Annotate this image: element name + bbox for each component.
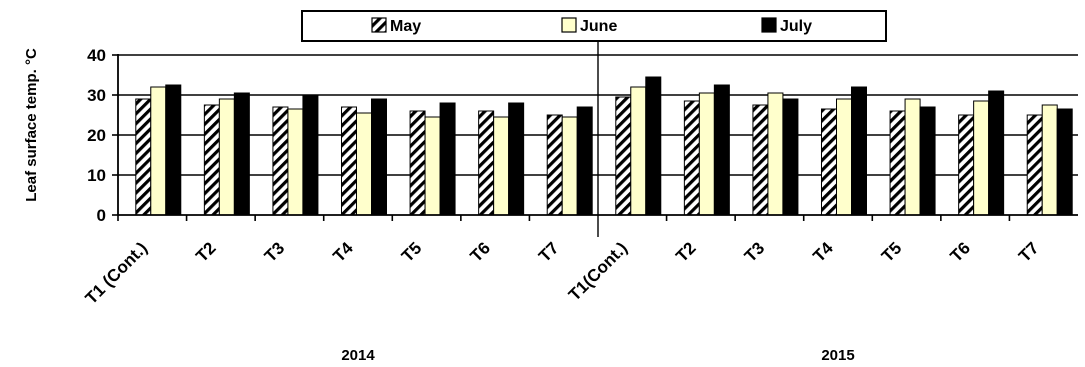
bar-2015-may-6 xyxy=(958,114,975,216)
legend-swatch-june xyxy=(561,17,577,33)
x-tick-label: T6 xyxy=(467,238,494,265)
y-tick-label: 10 xyxy=(87,166,106,185)
x-tick-label: T6 xyxy=(947,238,974,265)
bar-2014-may-3 xyxy=(272,106,289,216)
legend-label-july: July xyxy=(780,18,812,35)
bar-2015-june-5 xyxy=(904,98,921,216)
group-label-2014: 2014 xyxy=(341,347,375,364)
x-tick-label: T1(Cont.) xyxy=(565,238,631,304)
legend-box xyxy=(301,10,887,42)
x-tick-label: T4 xyxy=(809,238,837,266)
bar-2015-july-6 xyxy=(988,90,1005,216)
x-tick-label: T7 xyxy=(535,238,562,265)
bar-2015-june-7 xyxy=(1041,104,1058,216)
bar-2015-july-2 xyxy=(713,84,730,216)
bar-2014-may-4 xyxy=(341,106,357,216)
bar-2015-july-5 xyxy=(919,106,936,216)
bar-2014-may-5 xyxy=(409,110,426,216)
axes xyxy=(117,33,1078,237)
bar-2015-july-1 xyxy=(645,76,662,216)
bar-2014-july-4 xyxy=(371,98,387,216)
bar-2015-july-3 xyxy=(782,98,799,216)
bar-2014-may-2 xyxy=(203,104,220,216)
y-tick-label: 20 xyxy=(87,126,106,145)
bar-2015-may-1 xyxy=(615,96,632,216)
bar-2015-june-4 xyxy=(836,98,852,216)
bar-2014-may-7 xyxy=(546,114,563,216)
bar-2014-june-3 xyxy=(287,108,304,216)
x-tick-label: T4 xyxy=(329,238,357,266)
y-tick-label: 0 xyxy=(97,206,106,225)
bar-2015-june-6 xyxy=(973,100,990,216)
bar-2014-may-1 xyxy=(135,98,152,216)
legend-swatch-july xyxy=(761,17,777,33)
bar-2015-july-4 xyxy=(851,86,867,216)
bar-2014-may-6 xyxy=(478,110,495,216)
legend-label-june: June xyxy=(580,18,617,35)
x-tick-label: T3 xyxy=(741,238,768,265)
bar-2015-may-5 xyxy=(889,110,906,216)
x-tick-label: T3 xyxy=(261,238,288,265)
bar-2014-june-1 xyxy=(150,86,167,216)
x-tick-label: T1 (Cont.) xyxy=(82,238,152,308)
legend-label-may: May xyxy=(390,18,421,35)
bar-2014-june-5 xyxy=(424,116,441,216)
bar-2015-june-2 xyxy=(698,92,715,216)
legend: May June July xyxy=(301,10,887,42)
y-tick-labels: 0 10 20 30 40 xyxy=(87,46,118,225)
x-tick-label: T2 xyxy=(192,238,219,265)
bar-2014-june-4 xyxy=(356,112,372,216)
bar-2015-may-7 xyxy=(1026,114,1043,216)
bar-2014-july-5 xyxy=(439,102,456,216)
bar-2014-july-6 xyxy=(508,102,525,216)
bar-2015-may-2 xyxy=(683,100,700,216)
bar-2014-july-1 xyxy=(165,84,182,216)
legend-swatch-may xyxy=(371,17,387,33)
y-tick-label: 40 xyxy=(87,46,106,65)
bar-2015-july-7 xyxy=(1056,108,1073,216)
x-tick-label: T2 xyxy=(672,238,699,265)
bar-2014-july-2 xyxy=(233,92,250,216)
y-tick-label: 30 xyxy=(87,86,106,105)
bar-2014-july-3 xyxy=(302,94,319,216)
bar-2015-june-3 xyxy=(767,92,784,216)
bar-2015-may-4 xyxy=(821,108,837,216)
bar-2014-june-7 xyxy=(561,116,578,216)
group-labels: 2014 2015 xyxy=(341,347,854,364)
x-category-labels: T1 (Cont.) T2 T3 T4 T5 T6 T7 T1(Cont.) T2 T3 T4 T5 T… xyxy=(82,238,1043,308)
bar-2014-july-7 xyxy=(576,106,593,216)
bar-2014-june-2 xyxy=(218,98,235,216)
y-axis-label: Leaf surface temp. °C xyxy=(23,48,40,202)
x-tick-label: T5 xyxy=(878,238,905,265)
bar-2014-june-6 xyxy=(493,116,510,216)
bar-2015-may-3 xyxy=(752,104,769,216)
x-tick-label: T5 xyxy=(398,238,425,265)
bars xyxy=(135,76,1073,216)
x-tick-label: T7 xyxy=(1015,238,1042,265)
bar-2015-june-1 xyxy=(630,86,647,216)
group-label-2015: 2015 xyxy=(821,347,854,364)
